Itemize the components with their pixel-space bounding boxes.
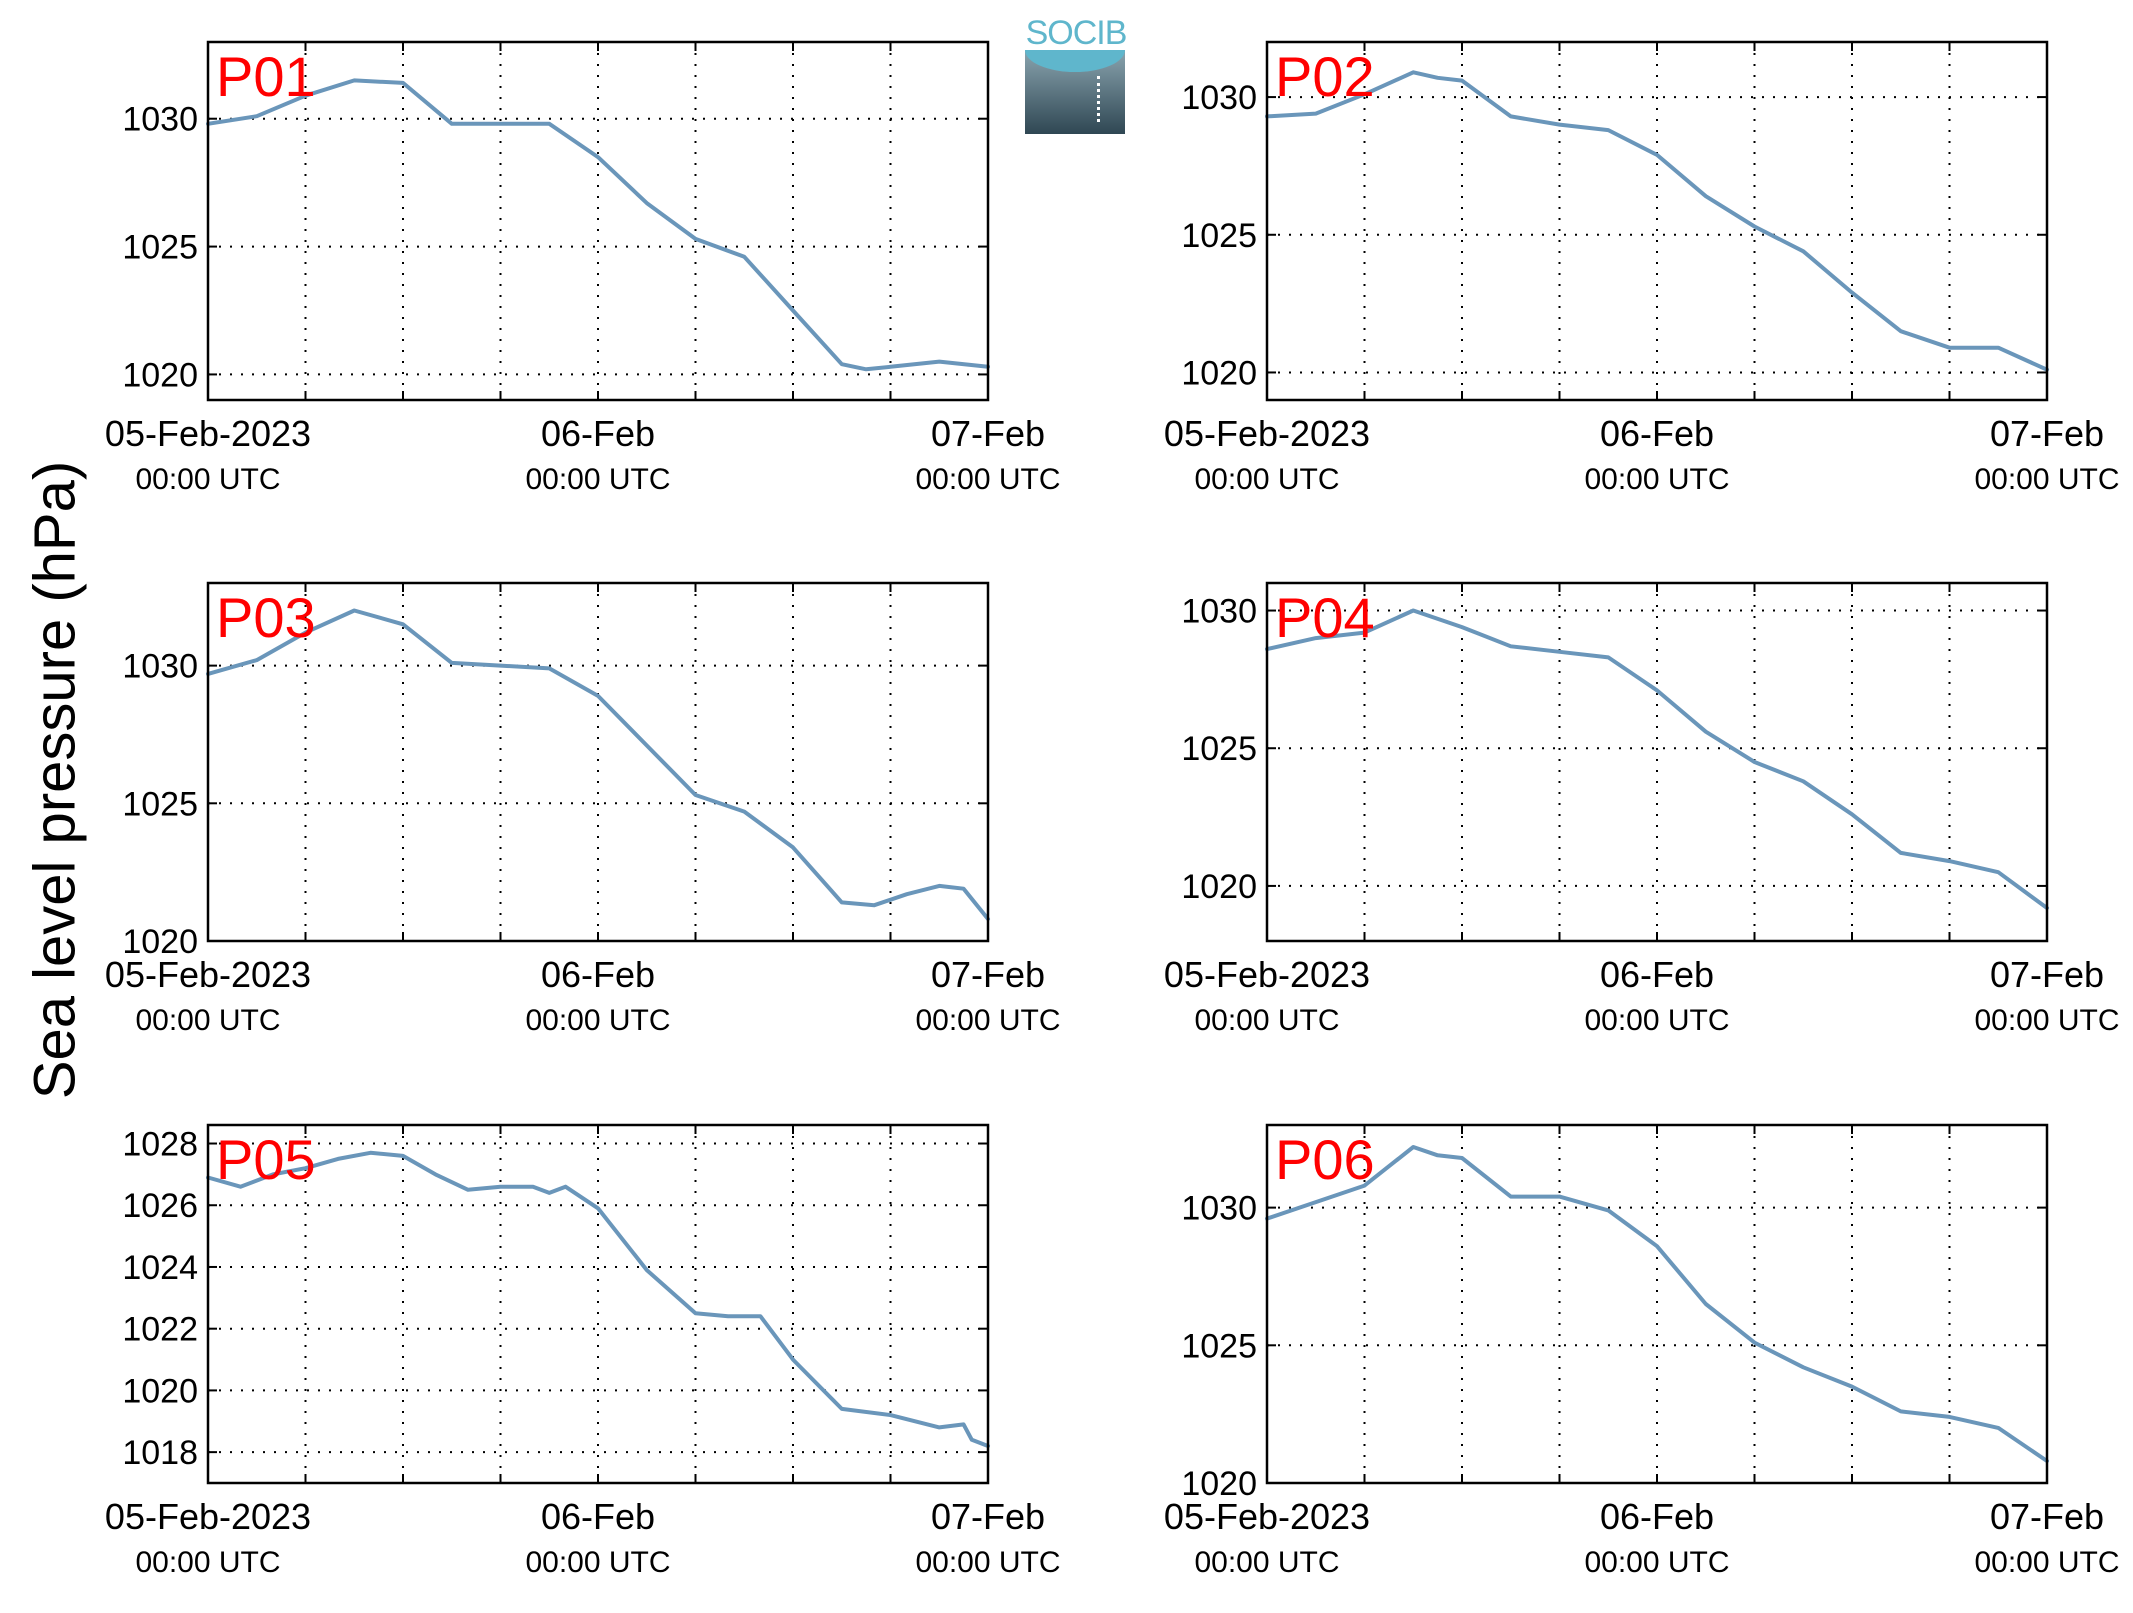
x-tick-sublabel: 00:00 UTC — [1584, 463, 1729, 496]
y-tick-label: 1020 — [1181, 868, 1257, 906]
y-tick-label: 1030 — [1181, 593, 1257, 631]
panel-label-p02: P02 — [1275, 45, 1375, 108]
y-tick-label: 1030 — [122, 648, 198, 686]
panel-label-p01: P01 — [216, 45, 316, 108]
x-tick-sublabel: 00:00 UTC — [915, 463, 1060, 496]
x-tick-label: 05-Feb-2023 — [1164, 954, 1370, 995]
axes-frame — [206, 40, 990, 402]
y-tick-label: 1030 — [1181, 1190, 1257, 1228]
x-tick-label: 07-Feb — [931, 1496, 1045, 1537]
x-tick-label: 06-Feb — [1600, 954, 1714, 995]
y-tick-label: 1020 — [122, 356, 198, 394]
y-tick-label: 1025 — [1181, 1327, 1257, 1365]
y-tick-label: 1018 — [122, 1434, 198, 1472]
y-tick-label: 1022 — [122, 1311, 198, 1349]
series-line-p05 — [206, 1150, 990, 1448]
panel-p03: 1020 1025 1030 05-Feb-2023 00:00 UTC 06-Feb 00… — [105, 581, 1061, 1037]
logo-text: SOCIB — [1025, 14, 1128, 52]
x-tick-label: 07-Feb — [1990, 1496, 2104, 1537]
y-tick-label: 1024 — [122, 1249, 198, 1287]
y-tick-label: 1030 — [122, 101, 198, 139]
axes-frame — [1265, 40, 2049, 402]
y-tick-label: 1025 — [1181, 730, 1257, 768]
x-tick-sublabel: 00:00 UTC — [135, 1004, 280, 1037]
panel-p06: 1020 1025 1030 05-Feb-2023 00:00 UTC 06-Feb 00… — [1164, 1123, 2120, 1579]
panel-p04: 1020 1025 1030 05-Feb-2023 00:00 UTC 06-Feb 00… — [1164, 581, 2120, 1037]
panel-p02: 1020 1025 1030 05-Feb-2023 00:00 UTC 06-Feb 00… — [1164, 40, 2120, 496]
x-tick-sublabel: 00:00 UTC — [1974, 463, 2119, 496]
y-tick-label: 1026 — [122, 1187, 198, 1225]
x-tick-sublabel: 00:00 UTC — [525, 1004, 670, 1037]
x-tick-label: 05-Feb-2023 — [1164, 413, 1370, 454]
x-tick-label: 06-Feb — [1600, 413, 1714, 454]
x-tick-label: 07-Feb — [1990, 413, 2104, 454]
y-tick-label: 1030 — [1181, 79, 1257, 117]
x-tick-sublabel: 00:00 UTC — [915, 1004, 1060, 1037]
y-tick-label: 1025 — [122, 229, 198, 267]
series-line-p04 — [1265, 608, 2049, 910]
x-tick-sublabel: 00:00 UTC — [1194, 463, 1339, 496]
panel-p01: 1020 1025 1030 05-Feb-2023 00:00 UTC 06-Feb 00… — [105, 40, 1061, 496]
x-tick-sublabel: 00:00 UTC — [135, 1546, 280, 1579]
y-tick-label: 1025 — [1181, 217, 1257, 255]
y-tick-label: 1028 — [122, 1126, 198, 1164]
x-tick-label: 07-Feb — [931, 413, 1045, 454]
x-tick-label: 07-Feb — [931, 954, 1045, 995]
axes-frame — [1265, 1123, 2049, 1485]
x-tick-label: 06-Feb — [541, 954, 655, 995]
x-tick-label: 05-Feb-2023 — [105, 413, 311, 454]
x-tick-sublabel: 00:00 UTC — [525, 1546, 670, 1579]
axes-frame — [1265, 581, 2049, 943]
x-tick-sublabel: 00:00 UTC — [1584, 1004, 1729, 1037]
y-tick-label: 1020 — [1181, 354, 1257, 392]
x-tick-label: 06-Feb — [541, 1496, 655, 1537]
axes-frame — [206, 1123, 990, 1485]
x-tick-sublabel: 00:00 UTC — [135, 463, 280, 496]
x-tick-sublabel: 00:00 UTC — [1194, 1004, 1339, 1037]
y-tick-label: 1025 — [122, 785, 198, 823]
y-axis-label: Sea level pressure (hPa) — [22, 460, 88, 1100]
panel-label-p04: P04 — [1275, 586, 1375, 649]
x-tick-label: 05-Feb-2023 — [1164, 1496, 1370, 1537]
logo-dots — [1097, 76, 1100, 122]
series-line-p01 — [206, 78, 990, 372]
series-line-p06 — [1265, 1145, 2049, 1463]
x-tick-sublabel: 00:00 UTC — [525, 463, 670, 496]
x-tick-sublabel: 00:00 UTC — [1194, 1546, 1339, 1579]
x-tick-label: 05-Feb-2023 — [105, 954, 311, 995]
panel-p05: 1018 1020 1022 1024 1026 1028 05-Feb-2023 00:00… — [105, 1123, 1061, 1579]
x-tick-sublabel: 00:00 UTC — [1974, 1546, 2119, 1579]
y-tick-label: 1020 — [1181, 1465, 1257, 1503]
axes-frame — [206, 581, 990, 943]
y-tick-label: 1020 — [122, 1372, 198, 1410]
socib-logo: SOCIB — [1025, 14, 1128, 134]
x-tick-label: 05-Feb-2023 — [105, 1496, 311, 1537]
panel-label-p06: P06 — [1275, 1128, 1375, 1191]
x-tick-label: 07-Feb — [1990, 954, 2104, 995]
y-tick-label: 1020 — [122, 923, 198, 961]
x-tick-sublabel: 00:00 UTC — [1584, 1546, 1729, 1579]
panel-label-p03: P03 — [216, 586, 316, 649]
x-tick-label: 06-Feb — [541, 413, 655, 454]
logo-wave — [1025, 50, 1125, 72]
series-line-p02 — [1265, 70, 2049, 372]
x-tick-sublabel: 00:00 UTC — [1974, 1004, 2119, 1037]
x-tick-label: 06-Feb — [1600, 1496, 1714, 1537]
panel-label-p05: P05 — [216, 1128, 316, 1191]
series-line-p03 — [206, 608, 990, 921]
x-tick-sublabel: 00:00 UTC — [915, 1546, 1060, 1579]
